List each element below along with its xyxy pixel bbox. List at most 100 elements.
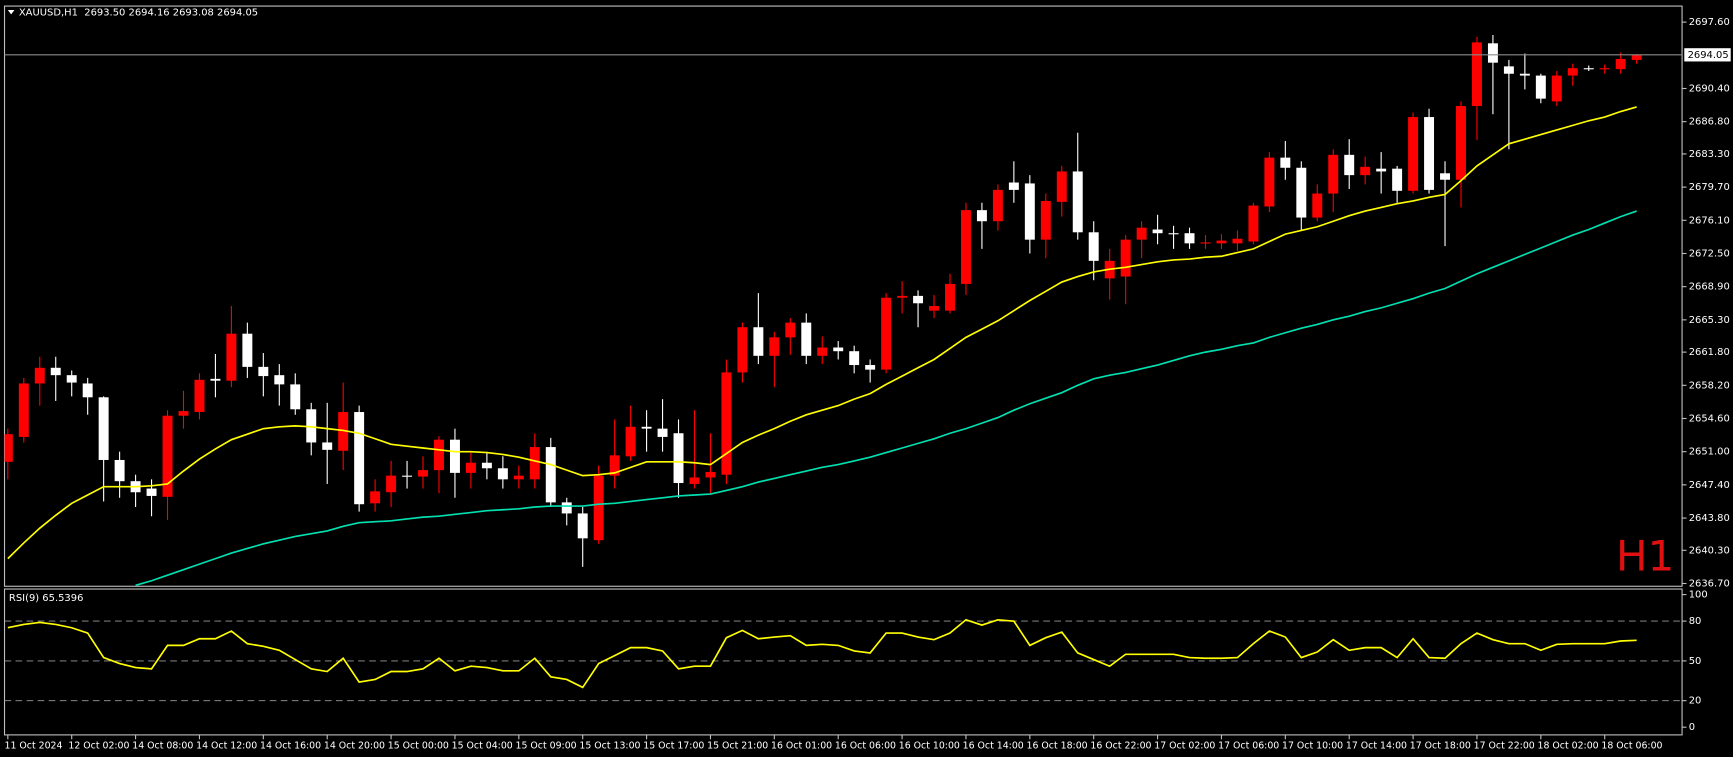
candle-body — [897, 295, 908, 298]
x-tick-label: 17 Oct 06:00 — [1218, 740, 1279, 751]
candle-body — [769, 337, 780, 356]
candle-body — [1440, 173, 1450, 180]
candle-body — [465, 462, 476, 473]
candle-body — [1264, 157, 1275, 207]
candle-body — [865, 365, 876, 370]
candle-body — [1471, 42, 1482, 107]
candle-body — [386, 475, 397, 493]
candle-body — [1551, 75, 1562, 102]
candle-body — [242, 333, 253, 367]
candle-body — [913, 295, 924, 304]
price-label: 2694.05 — [1688, 50, 1729, 61]
candle-body — [1168, 233, 1179, 235]
menu-triangle — [7, 9, 15, 15]
candle-body — [1456, 106, 1466, 180]
x-tick-label: 15 Oct 17:00 — [643, 740, 704, 751]
y-tick-label: 2679.70 — [1689, 182, 1730, 193]
candle-body — [34, 367, 45, 384]
candle-body — [178, 411, 189, 416]
candle-body — [753, 327, 764, 356]
candle-body — [1567, 68, 1578, 76]
rsi-panel-frame — [3, 588, 1683, 736]
candle-body — [210, 378, 221, 381]
x-tick-label: 14 Oct 20:00 — [324, 740, 385, 751]
main-panel-frame — [3, 5, 1683, 587]
x-tick-label: 17 Oct 22:00 — [1474, 740, 1535, 751]
candle-body — [1503, 66, 1514, 74]
x-tick-label: 16 Oct 06:00 — [835, 740, 896, 751]
x-tick-label: 17 Oct 02:00 — [1154, 740, 1215, 751]
symbol-header: XAUUSD,H1 2693.50 2694.16 2693.08 2694.0… — [19, 8, 258, 19]
candle-body — [1344, 154, 1355, 176]
candle-body — [577, 513, 588, 539]
candle-body — [1120, 239, 1131, 277]
candle-body — [561, 502, 572, 514]
candle-body — [114, 459, 125, 482]
candle-body — [1631, 54, 1642, 60]
x-tick-label: 15 Oct 13:00 — [579, 740, 640, 751]
candle-body — [1056, 171, 1067, 202]
timeframe-label: H1 — [1616, 532, 1674, 581]
candle-body — [1152, 229, 1163, 234]
candle-body — [1360, 166, 1371, 176]
y-tick-label: 2658.20 — [1689, 380, 1730, 391]
candle-body — [976, 210, 987, 222]
candle-body — [418, 470, 428, 477]
moving-average-line — [135, 210, 1637, 586]
y-tick-label: 2661.80 — [1689, 347, 1730, 358]
candle-body — [1312, 193, 1323, 218]
candle-body — [226, 333, 237, 381]
candle-body — [1424, 117, 1435, 190]
candle-body — [960, 210, 971, 284]
candle-body — [1487, 43, 1498, 63]
price-label-box — [1684, 48, 1731, 62]
candle-body — [1216, 240, 1227, 244]
x-tick-label: 15 Oct 09:00 — [516, 740, 577, 751]
candle-body — [4, 434, 13, 462]
candle-body — [593, 475, 604, 541]
candle-body — [721, 372, 732, 475]
candle-body — [1583, 68, 1594, 70]
x-tick-label: 18 Oct 02:00 — [1538, 740, 1599, 751]
x-tick-label: 15 Oct 21:00 — [707, 740, 768, 751]
candle-body — [306, 409, 317, 443]
candle-body — [1280, 157, 1291, 168]
candle-body — [274, 375, 285, 385]
y-tick-label: 2697.60 — [1689, 17, 1730, 28]
candle-body — [833, 347, 844, 352]
y-tick-label: 80 — [1689, 616, 1702, 627]
candle-body — [146, 488, 157, 496]
candle-body — [992, 189, 1003, 222]
rsi-header: RSI(9) 65.5396 — [9, 593, 83, 604]
y-tick-label: 0 — [1689, 722, 1695, 733]
candle-body — [945, 283, 955, 311]
candle-body — [737, 327, 748, 373]
x-tick-label: 14 Oct 08:00 — [132, 740, 193, 751]
candle-body — [849, 351, 860, 366]
candle-body — [162, 415, 173, 497]
candle-body — [1248, 205, 1259, 242]
candle-body — [1184, 233, 1195, 244]
candle-body — [1232, 238, 1243, 244]
y-tick-label: 50 — [1689, 656, 1702, 667]
x-tick-label: 15 Oct 04:00 — [452, 740, 513, 751]
candle-body — [1615, 58, 1626, 70]
y-tick-label: 2654.60 — [1689, 413, 1730, 424]
y-tick-label: 2665.30 — [1689, 315, 1730, 326]
candle-body — [258, 366, 269, 377]
candle-body — [689, 477, 700, 484]
x-tick-label: 11 Oct 2024 — [5, 740, 63, 751]
y-tick-label: 20 — [1689, 696, 1702, 707]
x-tick-label: 14 Oct 12:00 — [196, 740, 257, 751]
candle-body — [1535, 75, 1546, 99]
candle-body — [513, 475, 524, 480]
candle-body — [434, 439, 444, 471]
candle-body — [1008, 182, 1019, 190]
x-tick-label: 15 Oct 00:00 — [388, 740, 449, 751]
x-tick-label: 16 Oct 10:00 — [899, 740, 960, 751]
candle-body — [449, 439, 460, 473]
candle-body — [1328, 154, 1339, 194]
candle-body — [1296, 167, 1307, 218]
candle-body — [50, 367, 61, 376]
candle-body — [641, 426, 652, 429]
